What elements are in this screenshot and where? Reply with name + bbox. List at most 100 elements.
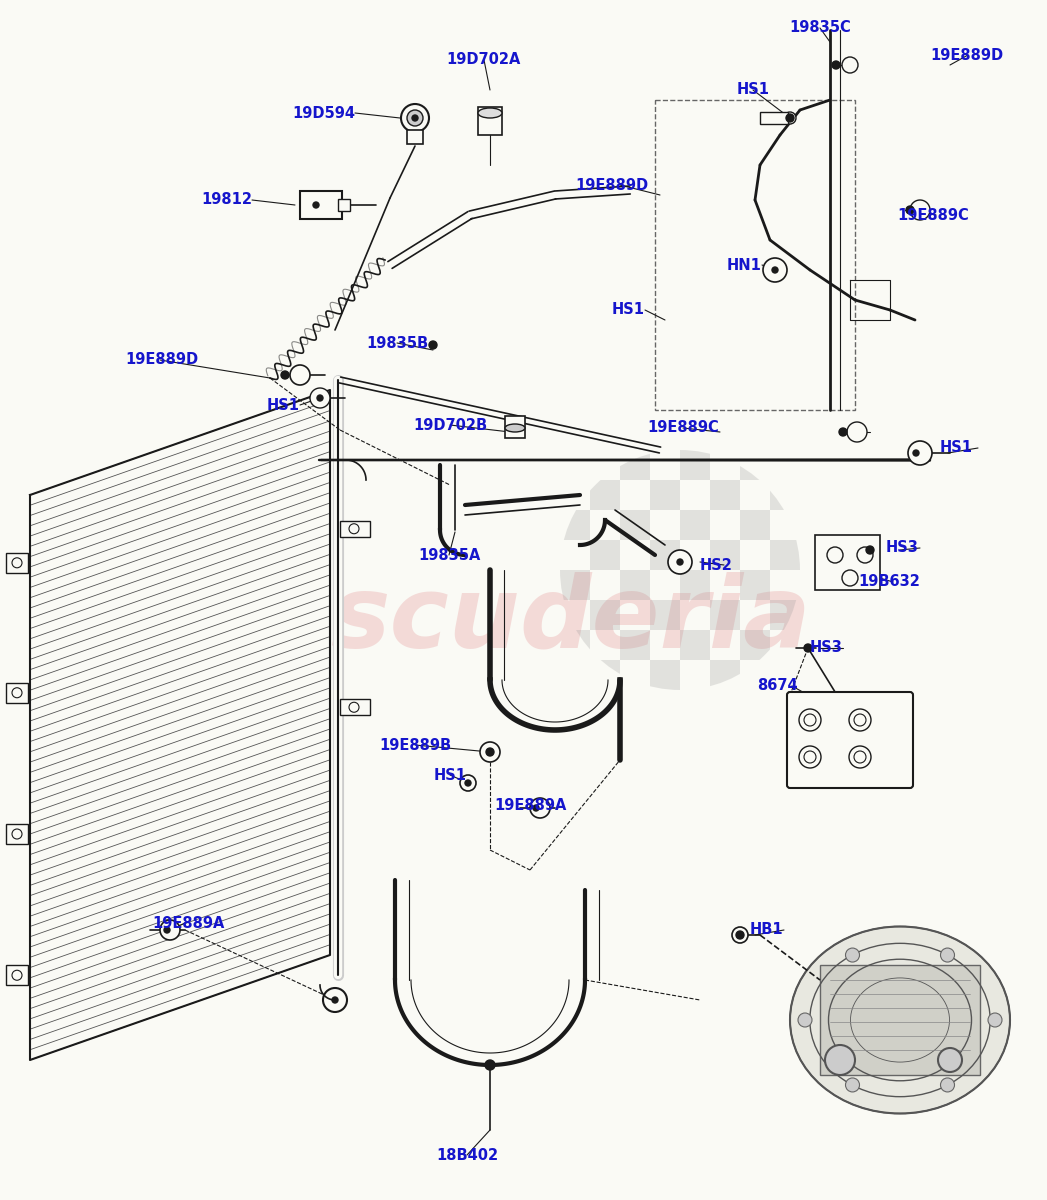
Text: HS3: HS3 [810, 641, 843, 655]
Text: HN1: HN1 [727, 258, 762, 272]
Circle shape [429, 341, 437, 349]
Circle shape [736, 931, 744, 938]
Circle shape [12, 688, 22, 697]
Circle shape [825, 1045, 855, 1075]
Circle shape [465, 780, 471, 786]
Bar [770, 540, 800, 570]
Bar [407, 130, 423, 144]
Circle shape [799, 746, 821, 768]
Circle shape [849, 709, 871, 731]
Circle shape [349, 523, 359, 534]
Bar [740, 510, 770, 540]
Circle shape [938, 1048, 962, 1072]
Bar [591, 600, 620, 630]
Text: 19E889D: 19E889D [930, 48, 1003, 62]
Circle shape [799, 709, 821, 731]
Circle shape [460, 775, 476, 791]
Circle shape [842, 56, 857, 73]
Bar [770, 480, 800, 510]
Text: HB1: HB1 [750, 923, 783, 937]
Bar [710, 660, 740, 690]
Circle shape [533, 805, 539, 811]
Circle shape [940, 1078, 955, 1092]
Bar [560, 510, 591, 540]
Circle shape [827, 547, 843, 563]
Bar [770, 660, 800, 690]
Circle shape [281, 371, 289, 379]
Text: HS1: HS1 [433, 768, 467, 782]
Bar [340, 521, 370, 536]
Circle shape [906, 206, 914, 214]
Circle shape [290, 365, 310, 385]
Bar [560, 570, 591, 600]
Circle shape [12, 829, 22, 839]
Text: 18B402: 18B402 [436, 1147, 498, 1163]
Text: 8674: 8674 [757, 678, 798, 694]
Text: 19E889D: 19E889D [575, 178, 648, 192]
Text: 19E889B: 19E889B [379, 738, 451, 752]
Circle shape [401, 104, 429, 132]
Circle shape [12, 558, 22, 568]
Circle shape [784, 112, 796, 124]
Text: 19812: 19812 [201, 192, 252, 208]
Text: 19835A: 19835A [418, 547, 481, 563]
Bar [6, 824, 28, 844]
Circle shape [486, 748, 494, 756]
Text: scuderia: scuderia [330, 571, 810, 668]
Circle shape [324, 988, 347, 1012]
Circle shape [988, 1013, 1002, 1027]
Bar [6, 553, 28, 572]
Text: 19E889A: 19E889A [152, 916, 224, 930]
Bar [560, 450, 591, 480]
Bar [620, 510, 650, 540]
Bar [710, 480, 740, 510]
Text: 19B632: 19B632 [857, 575, 920, 589]
Text: HS1: HS1 [612, 302, 645, 318]
Circle shape [677, 559, 683, 565]
Circle shape [849, 746, 871, 768]
Bar [505, 416, 525, 438]
Circle shape [668, 550, 692, 574]
Bar [680, 570, 710, 600]
Text: 19E889D: 19E889D [125, 353, 198, 367]
Text: 19D702A: 19D702A [447, 53, 521, 67]
Bar [770, 600, 800, 630]
Circle shape [832, 61, 840, 68]
Circle shape [530, 798, 550, 818]
Circle shape [842, 570, 857, 586]
Circle shape [164, 926, 170, 934]
Circle shape [910, 200, 930, 220]
Bar [740, 570, 770, 600]
Bar [6, 965, 28, 985]
Circle shape [407, 110, 423, 126]
Bar [620, 570, 650, 600]
Circle shape [413, 115, 418, 121]
Circle shape [12, 971, 22, 980]
Ellipse shape [505, 424, 525, 432]
Bar [591, 660, 620, 690]
Ellipse shape [478, 108, 502, 118]
Circle shape [940, 948, 955, 962]
Circle shape [847, 422, 867, 442]
Bar [560, 630, 591, 660]
Circle shape [732, 926, 748, 943]
Circle shape [804, 751, 816, 763]
Ellipse shape [790, 926, 1010, 1114]
Text: HS1: HS1 [736, 83, 770, 97]
Circle shape [857, 547, 873, 563]
Bar [680, 510, 710, 540]
Bar [760, 112, 788, 124]
Bar [820, 965, 980, 1075]
Text: 19E889C: 19E889C [647, 420, 719, 436]
Bar [650, 660, 680, 690]
Circle shape [798, 1013, 812, 1027]
Circle shape [908, 440, 932, 464]
Circle shape [485, 1060, 495, 1070]
Bar [620, 450, 650, 480]
Circle shape [310, 388, 330, 408]
Circle shape [854, 714, 866, 726]
Circle shape [763, 258, 787, 282]
Circle shape [804, 644, 812, 652]
Bar [740, 630, 770, 660]
Bar [815, 535, 879, 590]
